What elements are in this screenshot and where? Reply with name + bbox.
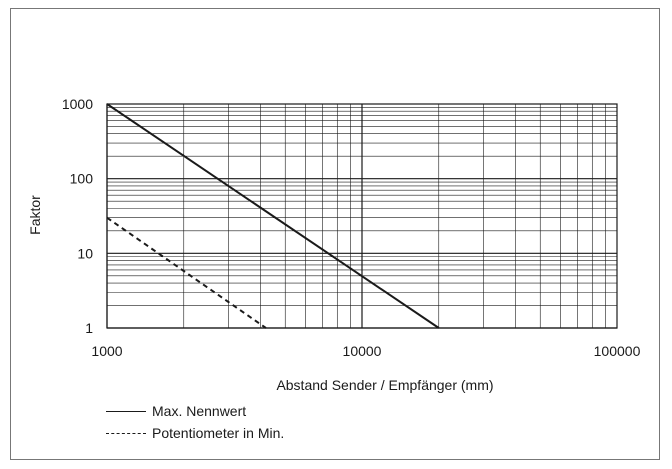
legend-solid-swatch [106,410,146,412]
grid [106,103,618,329]
series-line-potentiometer [106,216,267,329]
x-tick-label: 10000 [343,343,382,359]
y-tick-label: 100 [70,171,94,187]
legend-item-solid: Max. Nennwert [106,402,246,420]
legend-label-potentiometer: Potentiometer in Min. [152,425,285,441]
y-tick-label: 1 [85,320,93,336]
x-tick-label: 1000 [91,343,122,359]
y-tick-label: 1000 [62,96,93,112]
plot-border [106,103,618,329]
x-axis-label: Abstand Sender / Empfänger (mm) [276,377,493,393]
legend-label-max-nennwert: Max. Nennwert [152,403,247,419]
x-tick-label: 100000 [594,343,641,359]
series-line-max-nennwert [106,103,440,329]
y-tick-label: 10 [77,245,93,261]
series-layer [106,103,440,329]
chart-frame [10,8,660,460]
legend-dashed-swatch [106,432,146,434]
legend-item-dashed: Potentiometer in Min. [106,424,284,442]
tick-labels: 1000 10000 100000 1 10 100 1000 [62,96,641,359]
y-axis-label: Faktor [27,195,43,235]
